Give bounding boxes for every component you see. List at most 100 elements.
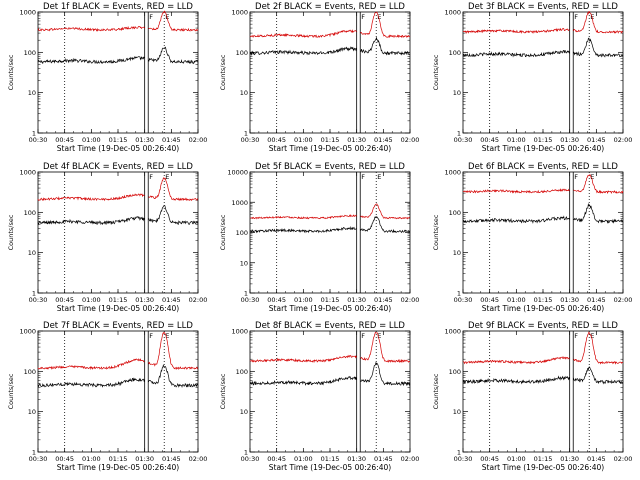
events-series-line: [249, 361, 411, 387]
chart-panel: Det 9f BLACK = Events, RED = LLD 00:30 00:…: [432, 321, 632, 472]
y-tick-label: 1: [32, 130, 36, 138]
lld-series-line: [249, 11, 411, 39]
flare-marker-label: F: [574, 13, 578, 21]
x-tick-label: 02:00: [614, 296, 633, 304]
x-tick-label: 02:00: [401, 455, 420, 463]
chart-title: Det 9f BLACK = Events, RED = LLD: [468, 321, 618, 331]
x-tick-label: 00:45: [267, 455, 286, 463]
x-tick-label: 02:00: [614, 455, 633, 463]
y-axis-label: Counts/sec: [432, 54, 440, 90]
chart-panel: Det 6f BLACK = Events, RED = LLD 00:30 00:…: [432, 162, 632, 313]
events-series-line: [37, 364, 199, 389]
lld-series-line: [37, 177, 199, 202]
y-tick-label: 10: [453, 408, 461, 416]
y-tick-label: 1: [244, 130, 248, 138]
x-tick-label: 01:45: [162, 136, 181, 144]
y-axis-label: Counts/sec: [7, 54, 15, 90]
plot-frame: [462, 171, 624, 294]
y-axis-label: Counts/sec: [219, 214, 227, 250]
y-axis-label: Counts/sec: [219, 373, 227, 409]
chart-panel: Det 2f BLACK = Events, RED = LLD 00:30 00:…: [219, 2, 419, 153]
y-tick-label: 10: [28, 408, 36, 416]
y-tick-label: 100: [236, 368, 248, 376]
x-axis-label: Start Time (19-Dec-05 00:26:40): [57, 304, 179, 313]
eclipse-marker-label: E: [377, 332, 381, 340]
y-tick-label: 10: [240, 408, 248, 416]
y-axis-label: Counts/sec: [7, 214, 15, 250]
x-tick-label: 01:00: [507, 455, 526, 463]
x-tick-label: 00:30: [241, 136, 260, 144]
chart-title: Det 8f BLACK = Events, RED = LLD: [255, 321, 405, 331]
x-tick-label: 01:00: [82, 296, 101, 304]
flare-marker-label: F: [149, 13, 153, 21]
y-tick-label: 1000: [231, 199, 248, 207]
x-tick-label: 00:45: [480, 455, 499, 463]
x-tick-label: 01:15: [109, 296, 128, 304]
lld-series-line: [462, 173, 624, 194]
x-tick-label: 00:45: [480, 136, 499, 144]
x-axis-label: Start Time (19-Dec-05 00:26:40): [57, 144, 179, 153]
x-axis-label: Start Time (19-Dec-05 00:26:40): [482, 304, 604, 313]
x-tick-label: 01:15: [321, 455, 340, 463]
eclipse-marker-label: E: [377, 173, 381, 181]
lld-series-line: [37, 331, 199, 371]
x-tick-label: 00:30: [241, 455, 260, 463]
y-tick-label: 100: [449, 49, 461, 57]
y-tick-label: 100: [449, 209, 461, 217]
x-tick-label: 01:15: [109, 455, 128, 463]
chart-title: Det 2f BLACK = Events, RED = LLD: [255, 2, 405, 12]
x-tick-label: 01:45: [374, 136, 393, 144]
x-tick-label: 01:00: [507, 296, 526, 304]
y-tick-label: 1: [457, 290, 461, 298]
events-series-line: [462, 366, 624, 385]
y-tick-label: 10: [28, 89, 36, 97]
x-tick-label: 00:30: [454, 136, 473, 144]
chart-panel: Det 3f BLACK = Events, RED = LLD 00:30 00:…: [432, 2, 632, 153]
x-tick-label: 00:45: [55, 455, 74, 463]
x-tick-label: 01:15: [534, 136, 553, 144]
flare-marker-label: F: [149, 173, 153, 181]
chart-panel: Det 7f BLACK = Events, RED = LLD 00:30 00:…: [7, 321, 207, 472]
chart-title: Det 4f BLACK = Events, RED = LLD: [43, 162, 193, 172]
eclipse-marker-label: E: [377, 13, 381, 21]
y-tick-label: 100: [24, 209, 36, 217]
x-axis-label: Start Time (19-Dec-05 00:26:40): [269, 304, 391, 313]
x-tick-label: 01:30: [347, 296, 366, 304]
plot-frame: [462, 330, 624, 453]
y-tick-label: 10000: [227, 169, 248, 177]
y-tick-label: 1000: [19, 9, 36, 17]
x-tick-label: 01:30: [347, 455, 366, 463]
y-tick-label: 10: [453, 249, 461, 257]
flare-marker-label: F: [361, 173, 365, 181]
x-tick-label: 01:15: [534, 455, 553, 463]
y-tick-label: 10: [453, 89, 461, 97]
y-axis-label: Counts/sec: [219, 54, 227, 90]
x-tick-label: 01:45: [162, 296, 181, 304]
x-tick-label: 02:00: [189, 136, 208, 144]
x-tick-label: 01:45: [587, 455, 606, 463]
lld-series-line: [37, 10, 199, 32]
x-tick-label: 02:00: [401, 296, 420, 304]
x-tick-label: 01:15: [321, 296, 340, 304]
flare-marker-label: F: [361, 13, 365, 21]
chart-panel: Det 1f BLACK = Events, RED = LLD 00:30 00:…: [7, 2, 207, 153]
x-tick-label: 01:30: [560, 455, 579, 463]
y-tick-label: 1: [457, 449, 461, 457]
plot-frame: [462, 11, 624, 134]
y-tick-label: 1000: [444, 328, 461, 336]
y-tick-label: 1000: [19, 169, 36, 177]
y-tick-label: 1: [244, 290, 248, 298]
x-tick-label: 00:30: [29, 296, 48, 304]
x-tick-label: 02:00: [189, 455, 208, 463]
plot-frame: [249, 11, 411, 134]
x-tick-label: 00:30: [454, 296, 473, 304]
eclipse-marker-label: E: [165, 173, 169, 181]
eclipse-marker-label: E: [590, 332, 594, 340]
y-tick-label: 1000: [444, 9, 461, 17]
x-tick-label: 01:00: [294, 296, 313, 304]
eclipse-marker-label: E: [165, 332, 169, 340]
x-axis-label: Start Time (19-Dec-05 00:26:40): [482, 463, 604, 472]
lld-series-line: [462, 11, 624, 35]
chart-panel: Det 4f BLACK = Events, RED = LLD 00:30 00:…: [7, 162, 207, 313]
y-tick-label: 1: [244, 449, 248, 457]
